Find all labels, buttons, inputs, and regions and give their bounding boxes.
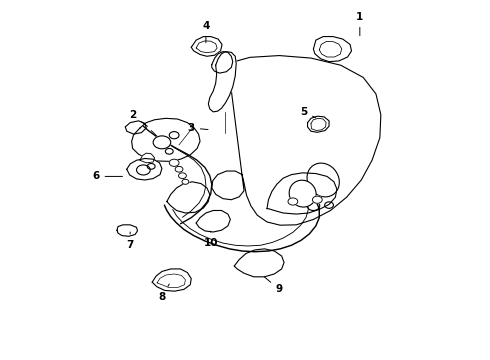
Circle shape bbox=[153, 136, 171, 149]
Polygon shape bbox=[212, 51, 233, 73]
Circle shape bbox=[288, 198, 298, 205]
Polygon shape bbox=[167, 182, 210, 213]
Text: 3: 3 bbox=[188, 123, 208, 133]
Polygon shape bbox=[152, 269, 191, 291]
Text: 2: 2 bbox=[129, 111, 147, 126]
Text: 10: 10 bbox=[203, 231, 218, 248]
Circle shape bbox=[175, 166, 183, 172]
Polygon shape bbox=[117, 225, 138, 236]
Polygon shape bbox=[196, 211, 230, 232]
Circle shape bbox=[165, 148, 173, 154]
Polygon shape bbox=[267, 173, 337, 214]
Polygon shape bbox=[132, 118, 200, 161]
Polygon shape bbox=[140, 153, 155, 163]
Circle shape bbox=[169, 132, 179, 139]
Polygon shape bbox=[208, 51, 236, 112]
Circle shape bbox=[147, 163, 155, 169]
Circle shape bbox=[137, 165, 150, 175]
Polygon shape bbox=[234, 249, 284, 277]
Polygon shape bbox=[191, 37, 222, 56]
Text: 4: 4 bbox=[202, 21, 210, 43]
Polygon shape bbox=[314, 37, 351, 62]
Circle shape bbox=[325, 202, 333, 208]
Text: 6: 6 bbox=[92, 171, 122, 181]
Text: 1: 1 bbox=[356, 12, 364, 36]
Circle shape bbox=[313, 196, 322, 203]
Polygon shape bbox=[212, 55, 381, 225]
Polygon shape bbox=[308, 116, 329, 132]
Polygon shape bbox=[125, 121, 147, 134]
Circle shape bbox=[307, 201, 320, 211]
Polygon shape bbox=[127, 158, 162, 180]
Text: 8: 8 bbox=[158, 284, 169, 302]
Circle shape bbox=[178, 173, 186, 179]
Ellipse shape bbox=[307, 163, 340, 197]
Circle shape bbox=[182, 179, 189, 184]
Circle shape bbox=[169, 159, 179, 166]
Text: 7: 7 bbox=[126, 232, 134, 249]
Ellipse shape bbox=[289, 180, 316, 207]
Text: 9: 9 bbox=[264, 277, 283, 294]
Text: 5: 5 bbox=[300, 107, 316, 118]
